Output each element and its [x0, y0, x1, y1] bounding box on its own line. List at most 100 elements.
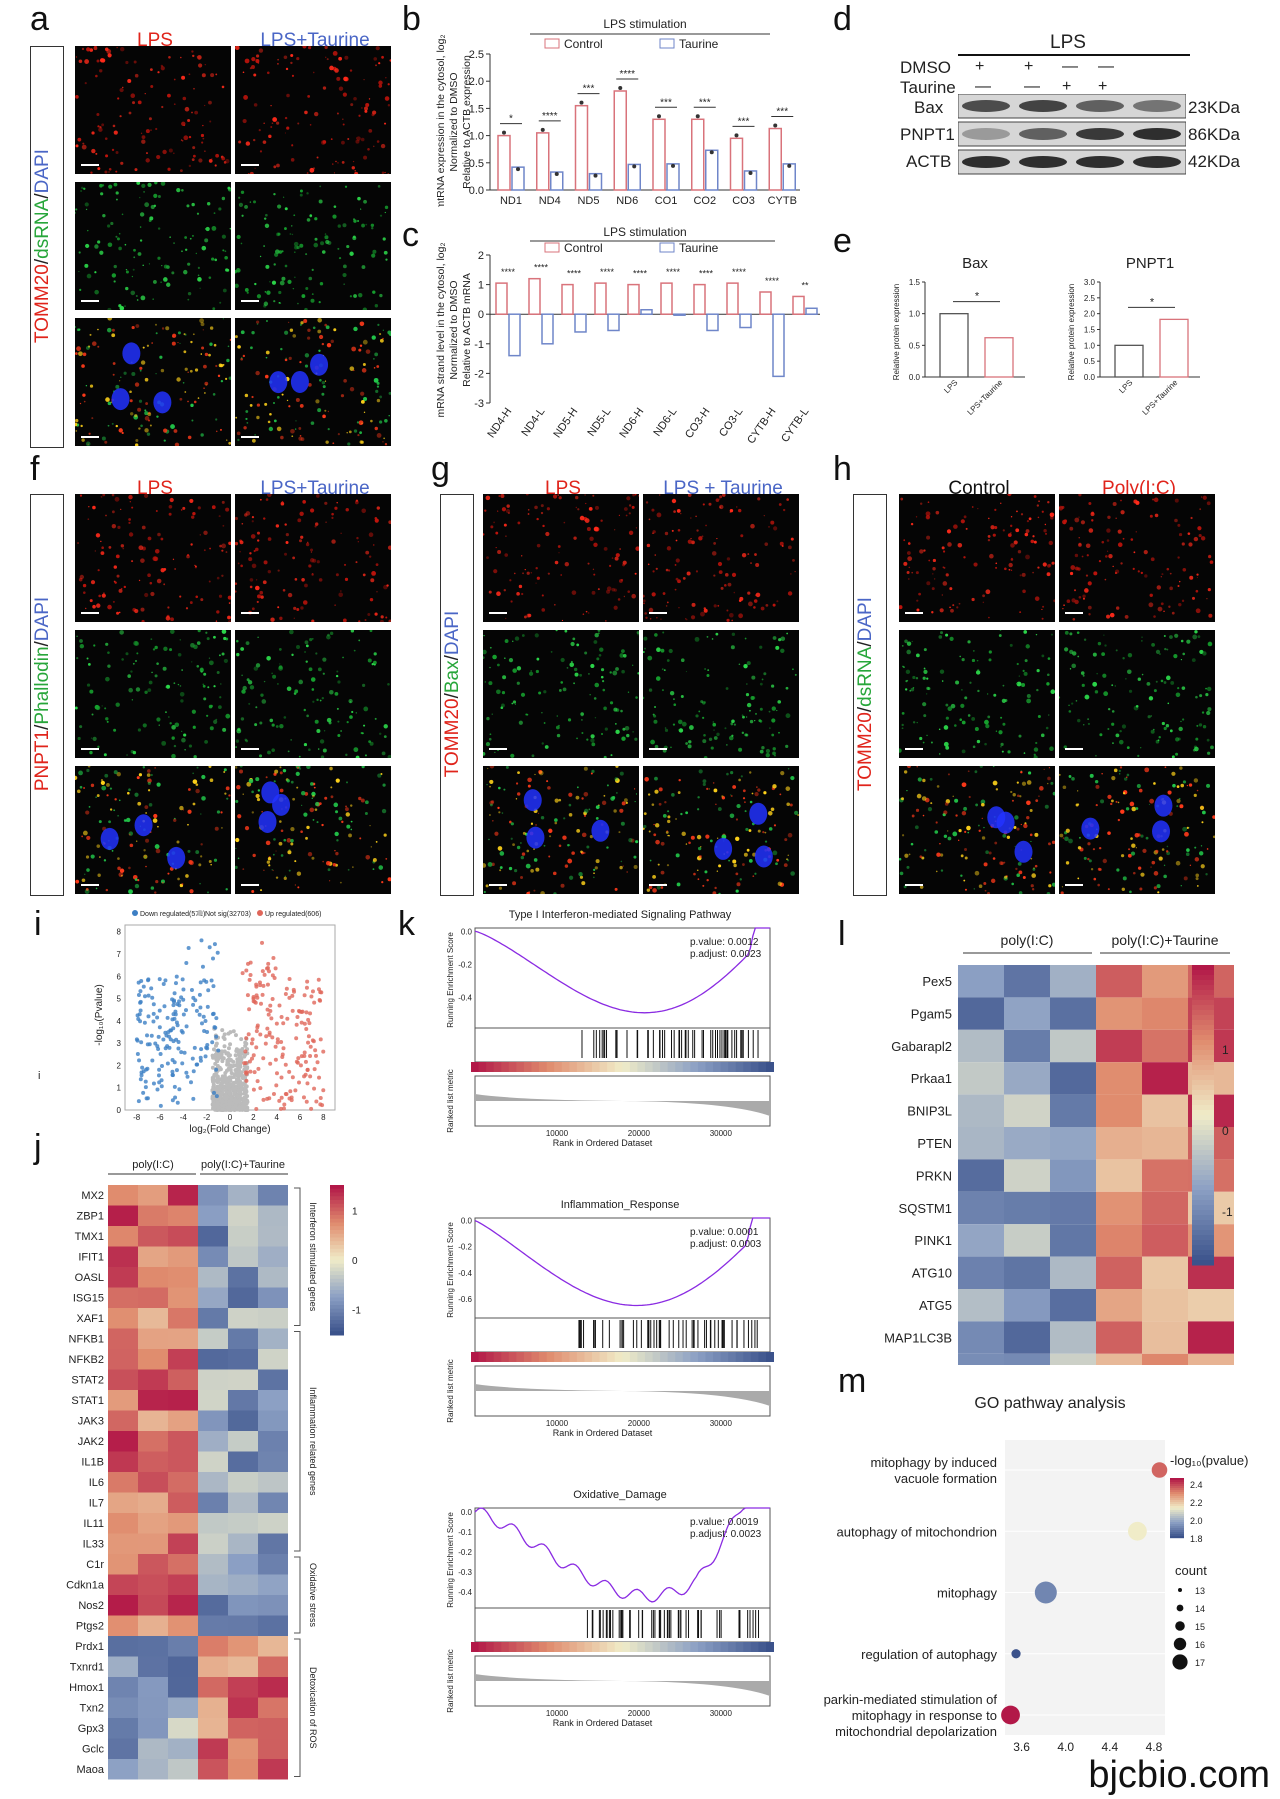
cell-spot	[634, 572, 637, 575]
panel-letter-c: c	[402, 216, 419, 254]
cell-spot	[196, 641, 201, 645]
cell-spot	[348, 430, 352, 434]
panel-h-grid-r0-c1	[1059, 494, 1215, 622]
cell-spot	[375, 563, 379, 567]
point-up	[314, 1099, 319, 1104]
cell-spot	[87, 518, 90, 520]
cell-spot	[273, 419, 277, 423]
cell-spot	[489, 646, 492, 649]
cell-spot	[1000, 742, 1004, 746]
cell-spot	[189, 498, 194, 504]
heat-cell	[168, 1410, 198, 1431]
cell-spot	[911, 571, 914, 574]
cell-spot	[168, 504, 173, 509]
cell-spot	[226, 358, 230, 363]
point-up	[316, 977, 321, 982]
cell-spot	[1077, 655, 1080, 658]
cell-spot	[698, 855, 702, 859]
cell-spot	[181, 730, 183, 733]
cell-spot	[375, 46, 380, 51]
cell-spot	[1155, 849, 1159, 853]
bar-taurine	[574, 313, 587, 333]
cell-spot	[360, 137, 365, 142]
point-ns	[237, 1048, 242, 1053]
nucleus	[134, 814, 153, 837]
cell-spot	[256, 320, 260, 324]
cell-spot	[672, 723, 676, 726]
cell-spot	[643, 602, 645, 605]
cell-spot	[375, 389, 379, 393]
cell-spot	[107, 318, 113, 321]
cell-spot	[654, 776, 658, 781]
cell-spot	[597, 630, 601, 632]
cell-spot	[229, 338, 231, 341]
cell-spot	[278, 841, 283, 846]
point-down	[146, 993, 151, 998]
cell-spot	[101, 123, 105, 127]
panel-a-col-header-lps: LPS	[137, 30, 173, 51]
cell-spot	[86, 768, 90, 773]
cell-spot	[278, 648, 282, 651]
cell-spot	[1097, 883, 1100, 887]
cell-spot	[300, 606, 304, 610]
heat-cell	[198, 1267, 228, 1288]
cell-spot	[721, 795, 724, 798]
point-up	[271, 1092, 276, 1097]
cell-spot	[112, 124, 116, 128]
cell-spot	[282, 768, 287, 773]
cell-spot	[666, 546, 672, 551]
cell-spot	[634, 788, 636, 790]
cell-spot	[1033, 540, 1037, 544]
cell-spot	[334, 831, 339, 837]
cell-spot	[560, 657, 565, 663]
cell-spot	[337, 680, 341, 684]
cell-spot	[685, 811, 689, 815]
cell-spot	[908, 566, 911, 569]
panel-h-grid-r0-c1-image	[1059, 494, 1214, 621]
cell-spot	[1111, 776, 1116, 781]
cell-spot	[313, 786, 316, 789]
cell-spot	[744, 733, 748, 737]
legend-up: Up regulated(606)	[265, 911, 321, 918]
cell-spot	[652, 874, 656, 879]
cell-spot	[786, 859, 790, 862]
cell-spot	[715, 632, 719, 636]
bar-taurine	[805, 307, 818, 315]
cell-spot	[360, 731, 363, 735]
cell-spot	[221, 156, 226, 161]
cell-spot	[980, 799, 986, 805]
point-up	[254, 984, 259, 989]
cell-spot	[127, 79, 132, 84]
heat-cell	[258, 1636, 288, 1657]
cell-spot	[790, 537, 794, 541]
heat-cell	[168, 1595, 198, 1616]
cell-spot	[258, 129, 261, 132]
cell-spot	[153, 813, 158, 819]
cell-spot	[648, 688, 653, 692]
cell-spot	[772, 784, 777, 789]
point-ns	[220, 1028, 225, 1033]
cell-spot	[95, 74, 98, 78]
heat-cell	[108, 1595, 138, 1616]
nucleus	[749, 802, 768, 825]
cell-spot	[678, 728, 684, 733]
cell-spot	[1006, 835, 1011, 839]
cell-spot	[987, 715, 991, 719]
dot	[773, 123, 778, 128]
cell-spot	[792, 558, 795, 562]
panel-k-gsea-plots: Type I Interferon-mediated Signaling Pat…	[446, 910, 774, 1728]
cell-spot	[346, 781, 349, 784]
cell-spot	[900, 497, 904, 501]
cell-spot	[179, 56, 182, 59]
cell-spot	[310, 421, 315, 425]
cell-spot	[252, 853, 256, 858]
cell-spot	[81, 835, 84, 838]
cell-spot	[927, 501, 930, 503]
cell-spot	[1102, 858, 1108, 864]
cell-spot	[769, 727, 771, 729]
cell-spot	[78, 577, 83, 582]
panel-h-grid-r1-c1-image	[1059, 630, 1214, 758]
cell-spot	[667, 819, 671, 824]
cell-spot	[162, 666, 167, 671]
cell-spot	[673, 698, 675, 700]
